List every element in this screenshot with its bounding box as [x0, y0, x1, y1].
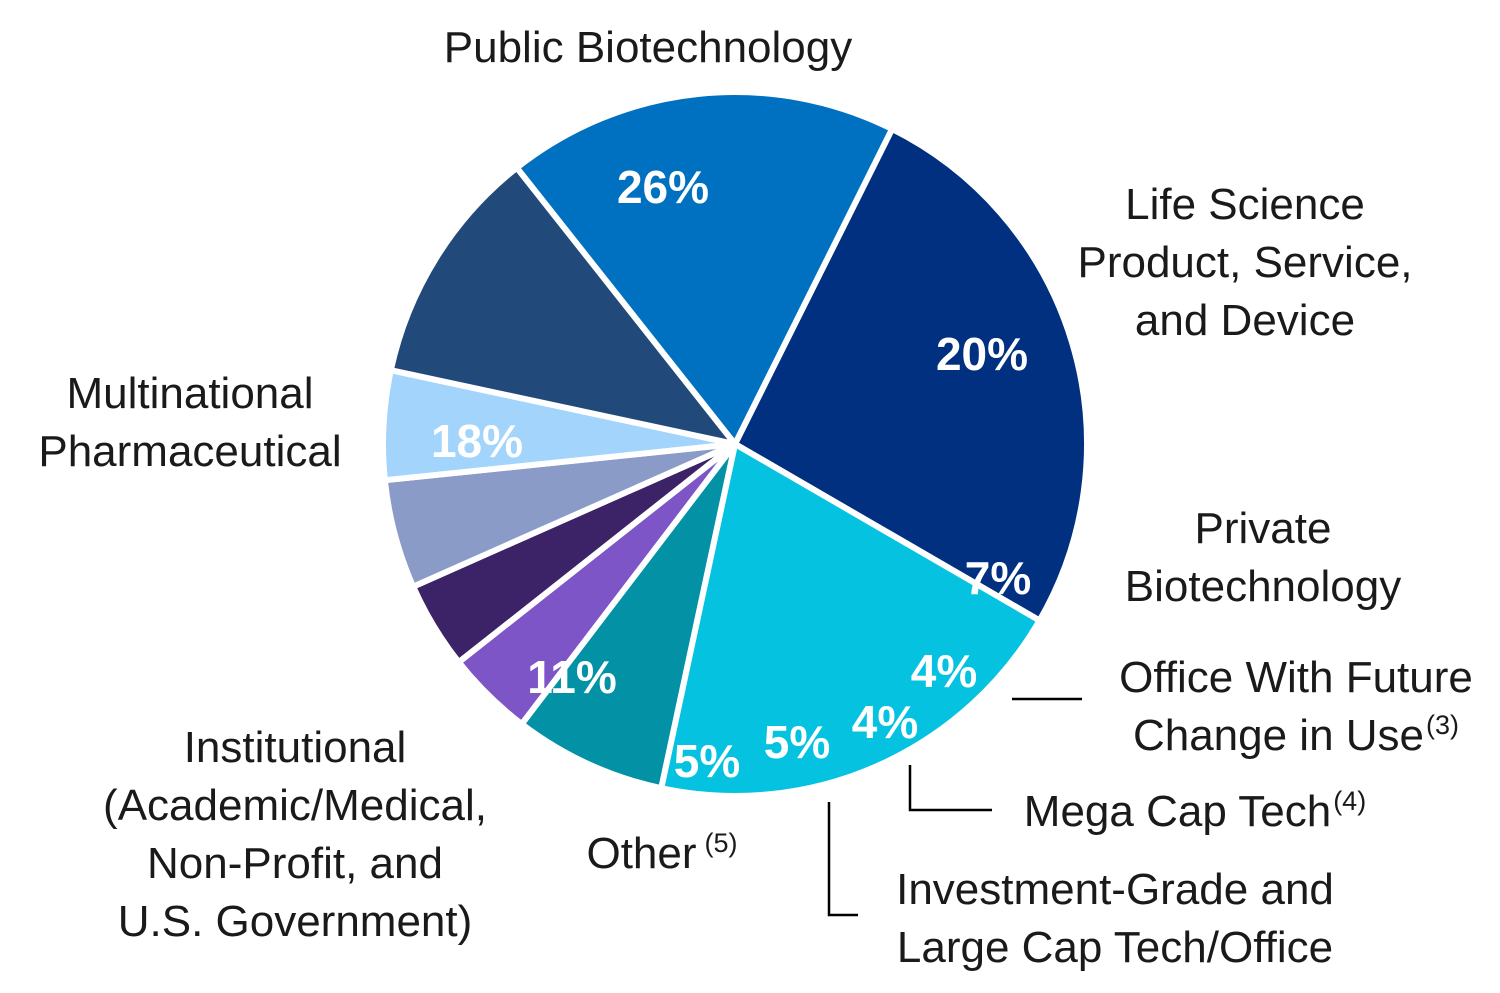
leader-line-mega-cap-tech [908, 765, 992, 812]
pie-slice-private-biotechnology [517, 442, 738, 792]
category-label-public-biotechnology: Public Biotechnology [444, 23, 852, 72]
category-label-office-with-future-change-in-use: Office With Future Change in Use(3) [1119, 653, 1473, 760]
footnote-marker: (4) [1333, 786, 1366, 816]
category-label-private-biotechnology: Private Biotechnology [1125, 504, 1401, 611]
value-label-other: 5% [674, 735, 740, 787]
pie-slice-life-science-product-service-and-device [657, 439, 1044, 799]
value-label-private-biotechnology: 7% [965, 552, 1031, 604]
value-label-life-science-product-service-and-device: 20% [936, 328, 1028, 380]
leader-lines [827, 697, 1082, 917]
leader-line-investment-grade-and-large-cap-tech-office [827, 802, 858, 917]
pie-value-labels: 26% 20% 7% 4%4% 5% 5% 11% 18% [431, 161, 1031, 787]
category-label-mega-cap-tech: Mega Cap Tech(4) [1024, 786, 1366, 836]
pie-slice-institutional-academic-medical-non-profit-and-u-s-government [387, 163, 743, 449]
category-label-investment-grade-and-large-cap-tech-office: Investment-Grade and Large Cap Tech/Offic… [896, 865, 1334, 972]
value-label-public-biotechnology: 26% [617, 161, 709, 213]
pie-slice-multinational-pharmaceutical [512, 89, 897, 450]
footnote-marker: (5) [705, 828, 738, 858]
category-label-institutional-academic-medical-non-profit-and-u-s-government: Institutional (Academic/Medical, Non-Profi… [103, 723, 487, 946]
pie-slices [380, 89, 1090, 799]
footnote-marker: (3) [1426, 710, 1459, 740]
value-label-multinational-pharmaceutical: 18% [431, 415, 523, 467]
value-label-mega-cap-tech: 4% [852, 696, 918, 748]
category-label-other: Other (5) [586, 828, 737, 878]
value-label-institutional-academic-medical-non-profit-and-u-s-government: 11% [527, 651, 617, 703]
category-label-life-science-product-service-and-device: Life Science Product, Service, and Device [1077, 180, 1412, 345]
category-label-multinational-pharmaceutical: Multinational Pharmaceutical [38, 369, 341, 476]
value-label-investment-grade-and-large-cap-tech-office: 5% [764, 716, 830, 768]
value-label-office-with-future-change-in-use: 4% [911, 645, 977, 697]
pie-slice-public-biotechnology [731, 124, 1090, 625]
category-labels: Public Biotechnology Life Science Product,… [38, 23, 1473, 972]
